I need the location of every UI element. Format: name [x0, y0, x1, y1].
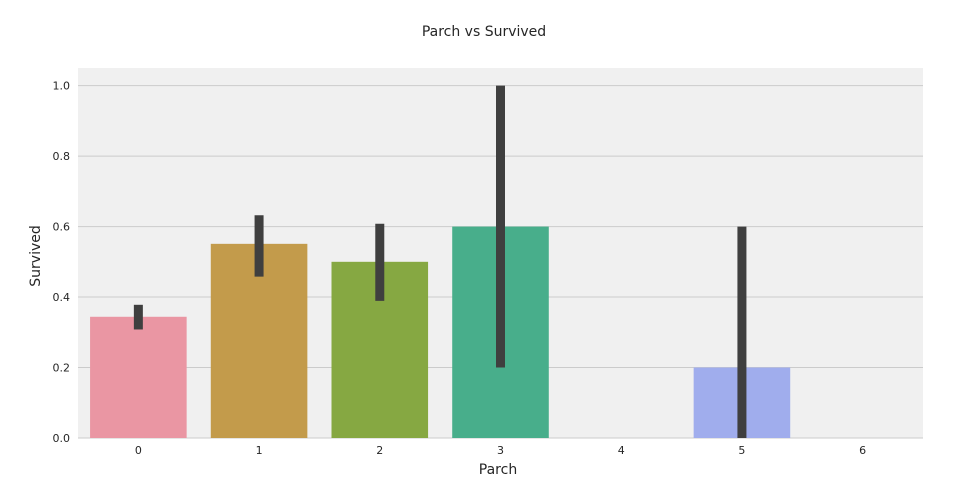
- y-tick-label: 0.2: [53, 362, 71, 375]
- x-tick-labels: 0 1 2 3 4 5 6: [135, 444, 866, 457]
- bar-0: [90, 316, 187, 438]
- x-axis-label: Parch: [479, 462, 517, 478]
- x-tick-label: 0: [135, 444, 142, 457]
- y-tick-label: 1.0: [53, 80, 71, 93]
- chart-title: Parch vs Survived: [422, 24, 546, 40]
- x-tick-label: 6: [859, 444, 866, 457]
- y-tick-label: 0.6: [53, 221, 71, 234]
- y-tick-label: 0.4: [53, 291, 71, 304]
- y-tick-label: 0.8: [53, 150, 71, 163]
- error-bars: [133, 85, 747, 438]
- x-tick-label: 3: [497, 444, 504, 457]
- x-tick-label: 5: [738, 444, 745, 457]
- x-tick-label: 1: [256, 444, 263, 457]
- y-tick-label: 0.0: [53, 432, 71, 445]
- x-tick-label: 2: [376, 444, 383, 457]
- y-axis-label: Survived: [28, 225, 44, 286]
- x-tick-label: 4: [618, 444, 625, 457]
- y-tick-labels: 0.0 0.2 0.4 0.6 0.8 1.0: [53, 80, 71, 445]
